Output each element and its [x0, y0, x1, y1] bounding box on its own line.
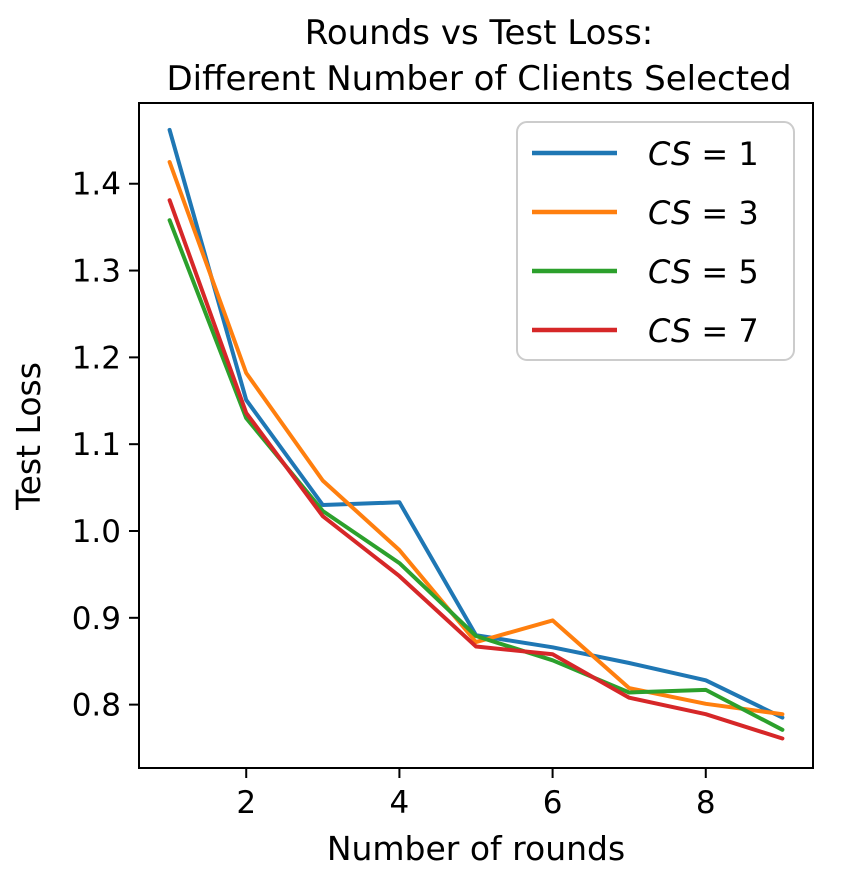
series-line-cs-3 [167, 160, 785, 717]
series-lines [167, 127, 785, 741]
y-tick-label-1.3: 1.3 [72, 254, 121, 290]
x-tick-label-4: 4 [390, 785, 410, 821]
legend-label-cs-3: CS = 3 [648, 194, 759, 232]
y-tick-label-1: 1.0 [72, 514, 121, 550]
x-axis-label: Number of rounds [327, 829, 625, 868]
y-axis-ticks: 0.8 0.9 1.0 1.1 1.2 1.3 1.4 [72, 167, 139, 724]
y-tick-label-1.4: 1.4 [72, 167, 121, 203]
chart-title-line2: Different Number of Clients Selected [166, 59, 791, 99]
y-tick-label-0.9: 0.9 [72, 601, 121, 637]
legend-frame [516, 121, 795, 361]
x-tick-label-6: 6 [543, 785, 563, 821]
chart-title-line1: Rounds vs Test Loss: [305, 13, 654, 53]
legend: CS = 1 CS = 3 CS = 5 CS = 7 [516, 121, 795, 361]
y-tick-label-1.1: 1.1 [72, 427, 121, 463]
legend-label-cs-1: CS = 1 [648, 135, 759, 173]
x-tick-label-2: 2 [236, 785, 256, 821]
y-tick-label-0.8: 0.8 [72, 688, 121, 724]
x-tick-label-8: 8 [696, 785, 716, 821]
series-line-cs-7 [167, 198, 785, 741]
plot-area [138, 102, 814, 769]
y-tick-label-1.2: 1.2 [72, 340, 121, 376]
legend-label-cs-7: CS = 7 [648, 312, 759, 350]
y-axis-label: Test Loss [9, 362, 48, 511]
x-axis-ticks: 2 4 6 8 [236, 768, 716, 821]
legend-label-cs-5: CS = 5 [648, 253, 759, 291]
